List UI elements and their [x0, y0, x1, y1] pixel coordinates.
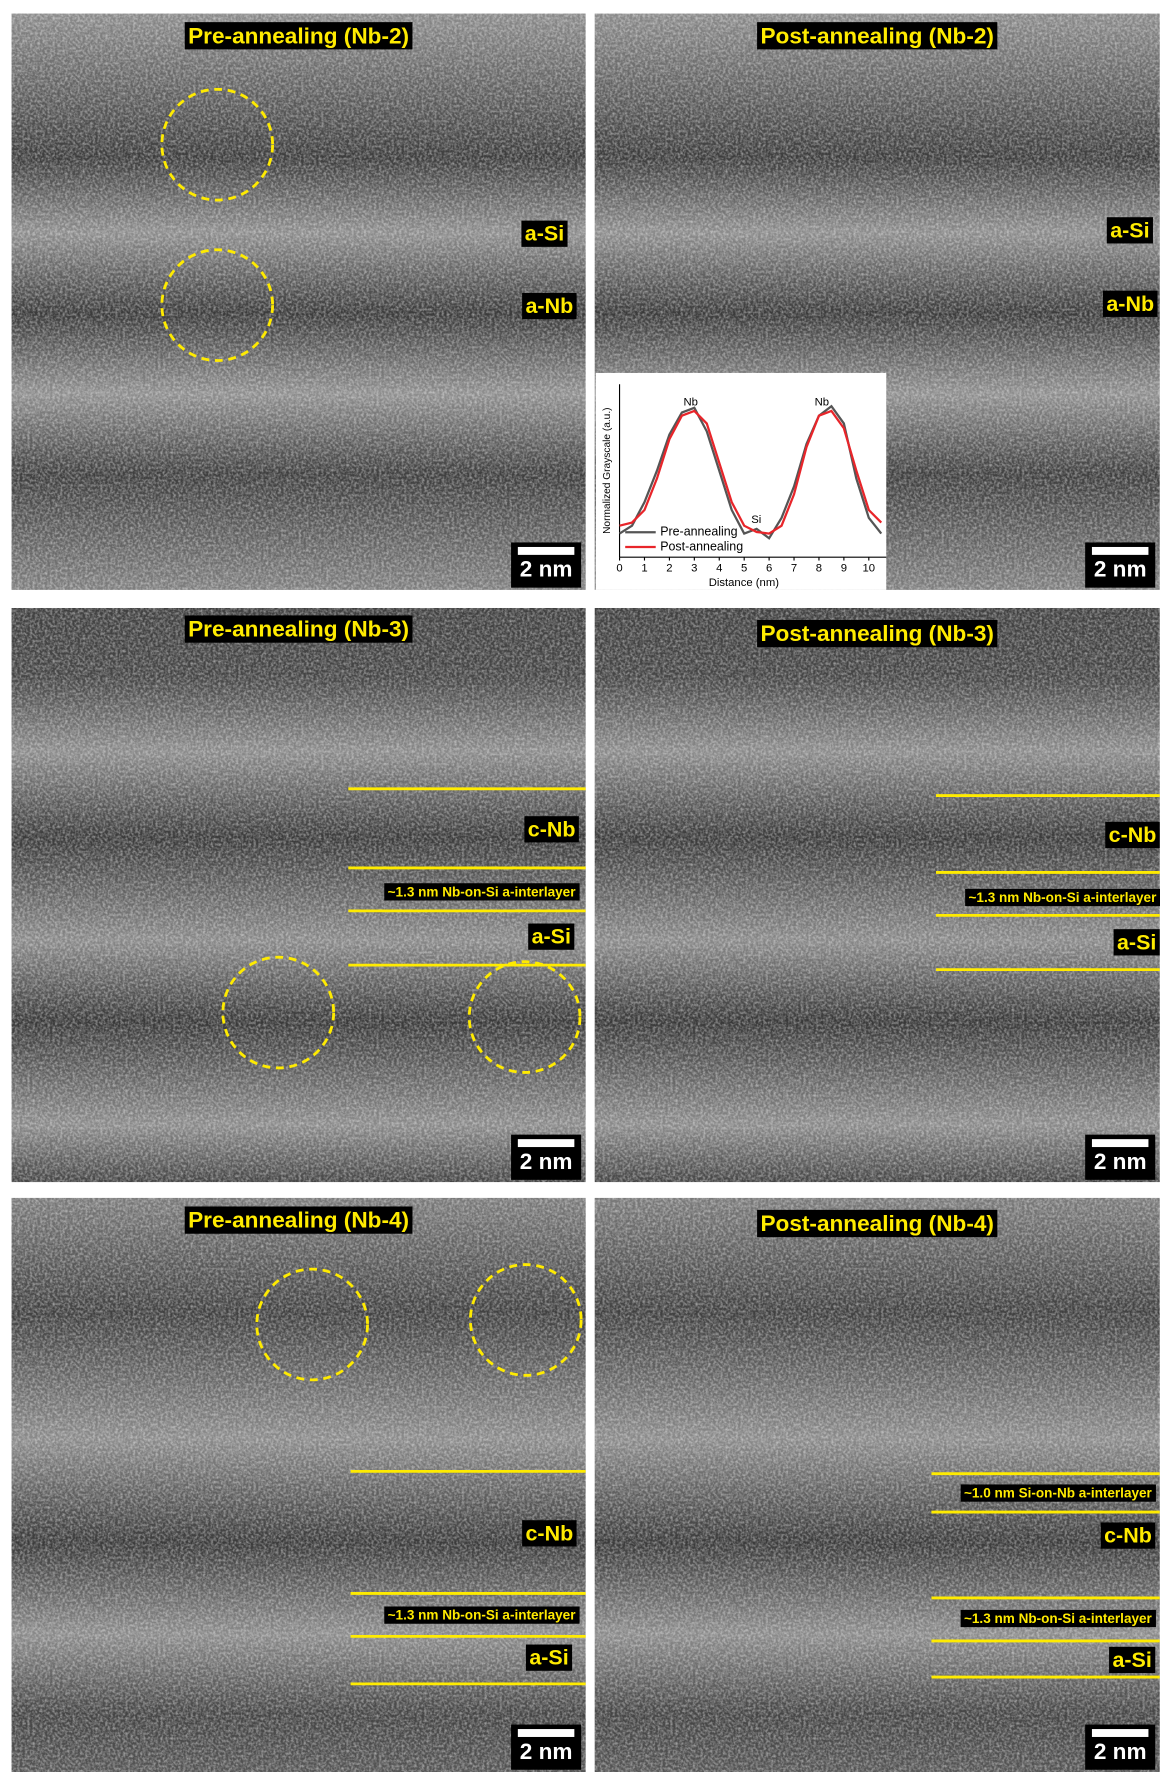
layer-label: ~1.3 nm Nb-on-Si a-interlayer	[388, 1608, 577, 1623]
layer-label: a-Nb	[1106, 292, 1154, 316]
layer-label: c-Nb	[1109, 823, 1157, 847]
scale-bar-label: 2 nm	[520, 1149, 573, 1174]
layer-label: a-Si	[1112, 1648, 1151, 1672]
annotation: Nb	[815, 396, 829, 408]
x-tick-label: 5	[741, 562, 747, 574]
layer-label: a-Si	[1110, 218, 1149, 242]
x-axis-label: Distance (nm)	[709, 577, 780, 589]
panel-title: Post-annealing (Nb-3)	[760, 621, 993, 646]
scale-bar	[518, 1729, 575, 1737]
layer-label: a-Si	[1117, 930, 1156, 954]
scale-bar-label: 2 nm	[1094, 557, 1147, 582]
layer-label: ~1.3 nm Nb-on-Si a-interlayer	[388, 884, 577, 899]
layer-label: ~1.0 nm Si-on-Nb a-interlayer	[964, 1486, 1153, 1501]
scale-bar	[518, 547, 575, 555]
layer-label: ~1.3 nm Nb-on-Si a-interlayer	[969, 890, 1158, 905]
layer-label: c-Nb	[526, 1521, 574, 1545]
tem-panel: Pre-annealing (Nb-3) c-Nb ~1.3 nm Nb-on-Si…	[12, 608, 586, 1182]
scale-bar	[1092, 1729, 1149, 1737]
layer-label: c-Nb	[1104, 1524, 1152, 1548]
y-axis-label: Normalized Grayscale (a.u.)	[602, 407, 613, 533]
panels: Pre-annealing (Nb-2)a-Sia-Nb2 nmPost-ann…	[12, 14, 1160, 1772]
panel-title: Pre-annealing (Nb-3)	[188, 617, 409, 642]
x-tick-label: 4	[716, 562, 722, 574]
layer-label: ~1.3 nm Nb-on-Si a-interlayer	[964, 1611, 1153, 1626]
tem-panel: Pre-annealing (Nb-4) c-Nb ~1.3 nm Nb-on-Si…	[12, 1198, 586, 1772]
scale-bar-label: 2 nm	[520, 557, 573, 582]
scale-bar-label: 2 nm	[1094, 1739, 1147, 1764]
panel-title: Pre-annealing (Nb-4)	[188, 1208, 409, 1233]
tem-texture	[12, 14, 586, 590]
tem-panel: Pre-annealing (Nb-2) a-Si a-Nb 2 nm	[12, 14, 586, 590]
x-tick-label: 3	[691, 562, 697, 574]
tem-texture	[12, 1198, 586, 1772]
annotation: Nb	[684, 396, 698, 408]
layer-label: a-Si	[532, 925, 571, 949]
tem-panel: Post-annealing (Nb-3) c-Nb ~1.3 nm Nb-on-S…	[595, 608, 1160, 1182]
x-tick-label: 8	[816, 562, 822, 574]
panel-title: Post-annealing (Nb-4)	[760, 1211, 993, 1236]
x-tick-label: 1	[641, 562, 647, 574]
scale-bar	[1092, 547, 1149, 555]
x-tick-label: 9	[841, 562, 847, 574]
x-tick-label: 7	[791, 562, 797, 574]
x-tick-label: 0	[616, 562, 622, 574]
figure: Pre-annealing (Nb-2)a-Sia-Nb2 nmPost-ann…	[0, 0, 1160, 1772]
layer-label: a-Si	[529, 1646, 568, 1670]
x-tick-label: 10	[863, 562, 876, 574]
layer-label: a-Si	[525, 222, 564, 246]
legend-label: Pre-annealing	[660, 525, 737, 539]
x-tick-label: 6	[766, 562, 772, 574]
panel-title: Pre-annealing (Nb-2)	[188, 23, 409, 48]
annotation: Si	[751, 514, 761, 526]
layer-label: c-Nb	[528, 817, 576, 841]
scale-bar-label: 2 nm	[1094, 1149, 1147, 1174]
panel-title: Post-annealing (Nb-2)	[760, 23, 993, 48]
tem-panel: Post-annealing (Nb-4) ~1.0 nm Si-on-Nb a-…	[595, 1198, 1160, 1772]
inset-chart: 0 1 2 3 4 5 6 7 8 9 10 Distance (nm) Normalized Gray…	[596, 373, 886, 590]
scale-bar	[1092, 1139, 1149, 1147]
x-tick-label: 2	[666, 562, 672, 574]
scale-bar-label: 2 nm	[520, 1739, 573, 1764]
legend-label: Post-annealing	[660, 539, 743, 553]
layer-label: a-Nb	[526, 294, 574, 318]
scale-bar	[518, 1139, 575, 1147]
